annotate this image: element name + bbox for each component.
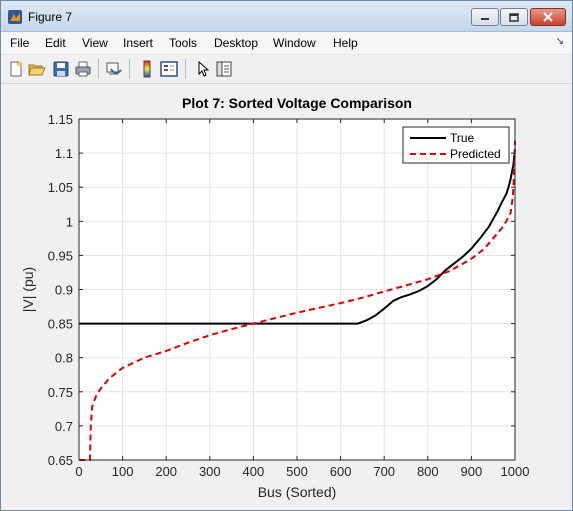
x-tick-label: 900 [461, 464, 483, 479]
open-file-icon[interactable] [28, 60, 46, 78]
grid [78, 118, 516, 461]
y-tick-label: 1.15 [48, 112, 73, 127]
chart-title: Plot 7: Sorted Voltage Comparison [182, 95, 412, 111]
legend[interactable]: True Predicted [402, 126, 510, 164]
matlab-icon [8, 10, 22, 24]
series-lines [79, 140, 516, 461]
y-tick-label: 1 [66, 214, 73, 229]
x-tick-label: 400 [243, 464, 265, 479]
y-tick-label: 1.1 [55, 146, 73, 161]
toolbar-separator [98, 59, 99, 79]
legend-label-true: True [450, 131, 475, 145]
y-tick-label: 0.7 [55, 419, 73, 434]
close-icon [543, 12, 553, 22]
property-editor-icon[interactable] [215, 60, 233, 78]
y-tick-label: 0.85 [48, 317, 73, 332]
chevron-icon[interactable]: ↘ [555, 36, 564, 47]
menu-edit[interactable]: Edit [45, 36, 66, 50]
menu-insert[interactable]: Insert [123, 36, 154, 50]
minimize-icon [481, 18, 489, 20]
menu-window[interactable]: Window [273, 36, 316, 50]
x-tick-label: 200 [155, 464, 177, 479]
menu-desktop[interactable]: Desktop [214, 36, 259, 50]
plot-svg[interactable]: Plot 7: Sorted Voltage Comparison 0 100 20… [6, 85, 567, 506]
menu-tools[interactable]: Tools [169, 36, 198, 50]
y-tick-label: 0.9 [55, 283, 73, 298]
x-axis-label: Bus (Sorted) [258, 484, 337, 500]
x-tick-label: 700 [373, 464, 395, 479]
y-tick-label: 0.8 [55, 351, 73, 366]
menu-bar: File Edit View Insert Tools Desktop Wind… [1, 32, 572, 55]
x-tick-label: 600 [330, 464, 352, 479]
maximize-icon [509, 12, 519, 22]
colorbar-icon[interactable] [138, 60, 156, 78]
y-tick-label: 0.65 [48, 453, 73, 468]
x-tick-label: 100 [112, 464, 134, 479]
minimize-button[interactable] [471, 8, 499, 26]
series-line-predicted [79, 140, 516, 461]
legend-label-predicted: Predicted [450, 147, 501, 161]
y-tick-label: 0.95 [48, 248, 73, 263]
menu-view[interactable]: View [82, 36, 108, 50]
axis-ticks: 0 100 200 300 400 500 600 700 800 900 1000 0.65 0.7 0… [48, 112, 530, 479]
x-tick-label: 1000 [501, 464, 530, 479]
toolbar-separator [129, 59, 130, 79]
y-axis-label: |V| (pu) [20, 267, 36, 312]
menu-file[interactable]: File [10, 36, 30, 50]
x-tick-label: 800 [417, 464, 439, 479]
title-bar[interactable]: Figure 7 [1, 1, 572, 32]
pointer-icon[interactable] [194, 60, 212, 78]
print-icon[interactable] [74, 60, 92, 78]
x-tick-label: 0 [75, 464, 82, 479]
save-icon[interactable] [52, 60, 70, 78]
legend-box [402, 126, 510, 164]
toolbar-separator [185, 59, 186, 79]
series-line-true [79, 149, 516, 325]
window-title: Figure 7 [28, 10, 73, 24]
legend-icon[interactable] [160, 60, 178, 78]
x-tick-label: 500 [286, 464, 308, 479]
y-tick-label: 0.75 [48, 385, 73, 400]
menu-help[interactable]: Help [333, 36, 358, 50]
maximize-button[interactable] [500, 8, 528, 26]
link-icon[interactable] [105, 60, 123, 78]
y-tick-label: 1.05 [48, 180, 73, 195]
axes-box[interactable] [78, 118, 516, 461]
close-button[interactable] [530, 8, 566, 26]
figure-canvas: Plot 7: Sorted Voltage Comparison 0 100 20… [6, 85, 567, 506]
new-figure-icon[interactable] [7, 60, 25, 78]
x-tick-label: 300 [199, 464, 221, 479]
toolbar [1, 55, 572, 84]
